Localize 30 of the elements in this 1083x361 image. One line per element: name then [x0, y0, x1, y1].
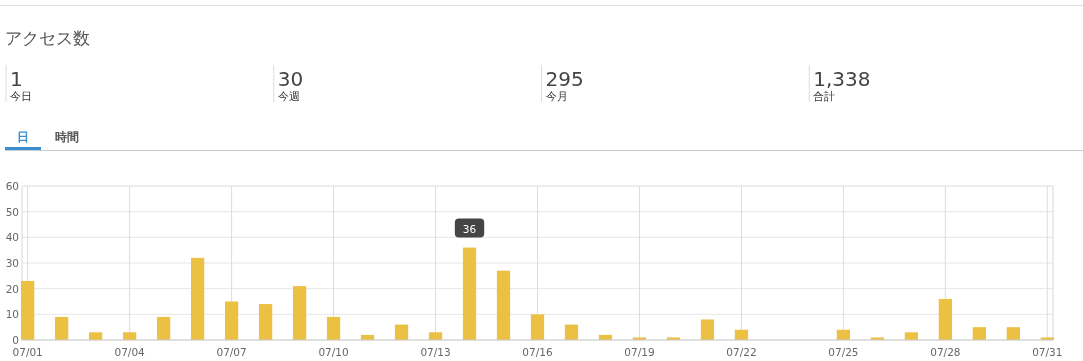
ytick: 10 [5, 308, 19, 321]
ytick: 40 [5, 231, 19, 244]
stat-label: 合計 [813, 90, 836, 103]
ytick: 0 [12, 334, 19, 346]
tab-label: 時間 [55, 130, 79, 144]
stat-value: 295 [545, 67, 584, 91]
title: アクセス数 [5, 28, 90, 48]
stat-label: 今日 [10, 90, 32, 103]
xtick: 07/31 [1032, 346, 1063, 358]
xtick: 07/04 [114, 346, 145, 358]
xtick: 07/01 [12, 346, 43, 358]
xtick: 07/25 [828, 346, 859, 358]
stat-value: 30 [277, 67, 304, 91]
ytick: 20 [5, 282, 19, 295]
ytick: 60 [5, 180, 19, 192]
xtick: 07/22 [726, 346, 757, 358]
ytick: 50 [5, 205, 19, 218]
xtick: 07/28 [930, 346, 961, 358]
xtick: 07/16 [522, 346, 553, 358]
xtick: 07/13 [420, 346, 451, 358]
xtick: 07/07 [216, 346, 247, 358]
ytick: 30 [5, 257, 19, 269]
annotation: 36 [462, 223, 477, 236]
xtick: 07/19 [624, 346, 655, 358]
stat-value: 1,338 [813, 67, 871, 91]
tab-label: 日 [17, 130, 29, 144]
stat-value: 1 [10, 67, 23, 91]
stat-label: 今週 [277, 90, 300, 103]
xtick: 07/10 [318, 346, 349, 358]
stat-label: 今月 [545, 90, 568, 103]
